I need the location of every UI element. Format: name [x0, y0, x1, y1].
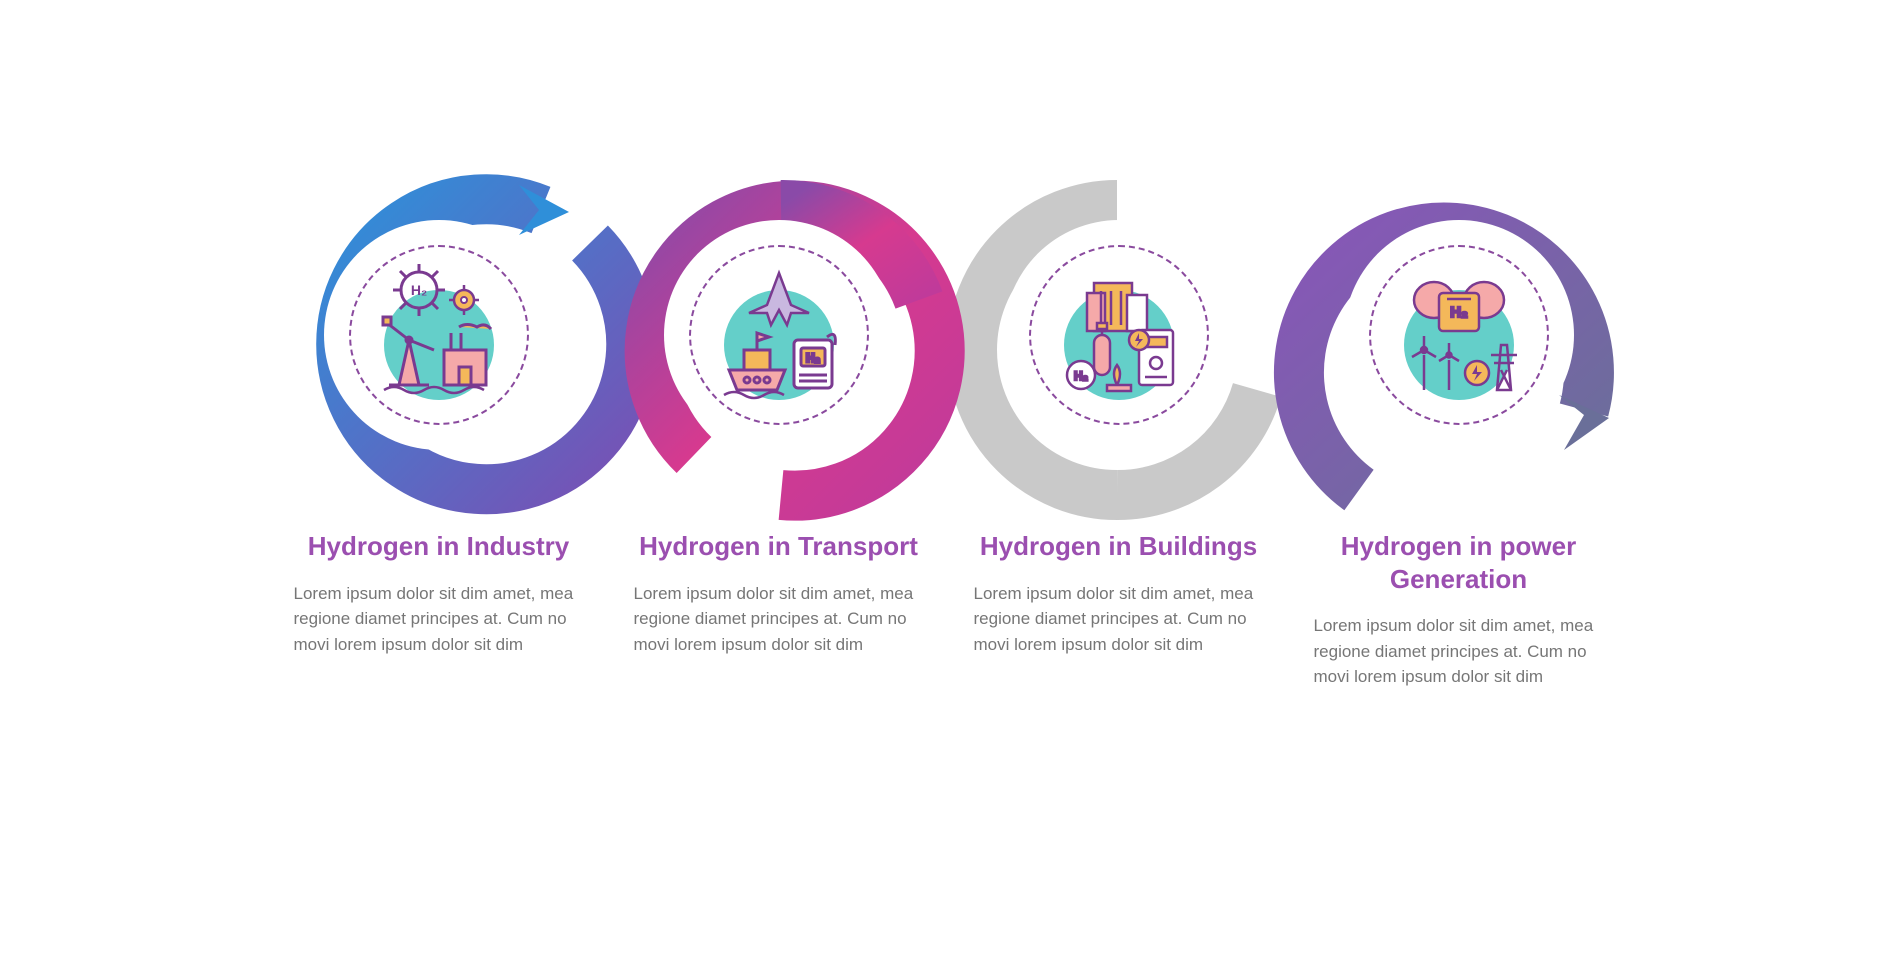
- svg-text:H₂: H₂: [806, 351, 820, 365]
- item-transport: H₂ Hydrogen in Transport Lorem ipsum dol…: [619, 170, 939, 690]
- icon-circle: H₂: [664, 220, 894, 450]
- item-power: H₂: [1299, 170, 1619, 690]
- item-industry: H₂: [279, 170, 599, 690]
- item-title: Hydrogen in Industry: [308, 530, 569, 563]
- hydrogen-infographic: H₂: [199, 90, 1699, 890]
- item-description: Lorem ipsum dolor sit dim amet, mea regi…: [1314, 613, 1604, 690]
- item-title: Hydrogen in power Generation: [1319, 530, 1599, 595]
- svg-text:H₂: H₂: [1074, 369, 1088, 383]
- svg-text:H₂: H₂: [1450, 304, 1468, 321]
- icon-dashed-circle: H₂: [1369, 245, 1549, 425]
- item-buildings: H₂ Hydrogen in Buildings Lorem ipsum dol…: [959, 170, 1279, 690]
- icon-dashed-circle: H₂: [349, 245, 529, 425]
- icon-circle: H₂: [1344, 220, 1574, 450]
- icon-dashed-circle: H₂: [1029, 245, 1209, 425]
- item-title: Hydrogen in Buildings: [980, 530, 1257, 563]
- item-description: Lorem ipsum dolor sit dim amet, mea regi…: [974, 581, 1264, 658]
- items-row: H₂: [279, 170, 1619, 690]
- item-description: Lorem ipsum dolor sit dim amet, mea regi…: [634, 581, 924, 658]
- svg-text:H₂: H₂: [410, 282, 426, 298]
- transport-icon: H₂: [699, 255, 859, 415]
- industry-icon: H₂: [359, 255, 519, 415]
- icon-dashed-circle: H₂: [689, 245, 869, 425]
- item-description: Lorem ipsum dolor sit dim amet, mea regi…: [294, 581, 584, 658]
- icon-circle: H₂: [1004, 220, 1234, 450]
- icon-circle: H₂: [324, 220, 554, 450]
- item-title: Hydrogen in Transport: [639, 530, 918, 563]
- buildings-icon: H₂: [1039, 255, 1199, 415]
- power-icon: H₂: [1379, 255, 1539, 415]
